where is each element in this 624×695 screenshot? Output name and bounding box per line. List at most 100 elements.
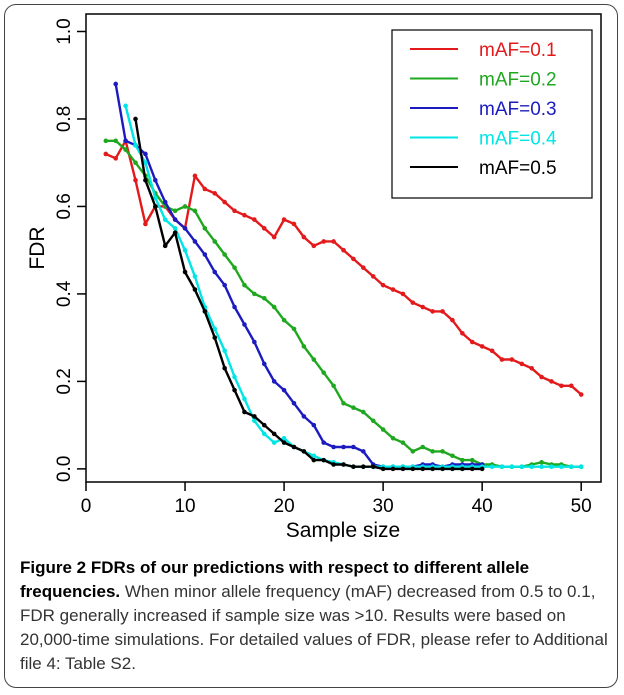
data-point [232,387,237,393]
data-point [331,444,336,450]
data-point [182,204,188,209]
data-point [222,252,227,257]
data-point [182,269,188,275]
data-point [212,239,218,244]
data-point [341,247,346,253]
data-point [212,326,218,332]
data-point [321,239,326,244]
data-point [252,291,257,297]
data-point [509,464,515,469]
data-point [331,383,336,389]
data-point [440,309,445,314]
data-point [321,440,326,445]
x-tick-label: 50 [571,496,592,517]
y-tick-label: 0.6 [54,193,75,219]
x-tick-label: 10 [174,496,195,517]
caption-lead: Figure 2 FDRs of our predictions with re… [20,558,530,601]
data-point [232,265,237,270]
data-point [400,291,406,297]
data-point [410,449,416,454]
data-point [133,160,138,166]
fdr-line-chart: 0 10 20 30 40 50 0.00.20.40.60.81.0 mAF=0.1mA… [26,13,602,542]
data-point [222,199,227,205]
x-tick-label: 0 [81,496,92,517]
legend-entry: mAF=0.4 [479,129,557,150]
data-point [430,309,435,314]
x-axis: 0 10 20 30 40 50 [81,482,592,517]
data-point [361,464,366,469]
data-point [559,464,564,469]
data-point [390,466,396,472]
data-point [549,464,554,469]
data-point [549,379,554,384]
data-point [469,339,475,345]
data-point [271,234,277,240]
data-point [420,304,426,310]
legend-entry: mAF=0.1 [479,40,557,61]
data-point [133,116,138,122]
data-point [519,361,525,367]
data-point [261,431,267,437]
data-point [489,464,495,469]
data-point [568,383,574,389]
data-point [261,361,267,367]
data-point [261,422,267,428]
data-point [341,400,346,406]
figure-caption: Figure 2 FDRs of our predictions with re… [20,556,610,676]
data-point [212,335,218,340]
y-axis: 0.0 0.2 0.4 0.6 0.8 1.0 [54,18,86,482]
data-point [479,466,485,472]
data-point [430,449,435,454]
data-point [192,274,198,279]
data-point [410,300,416,305]
data-point [450,453,455,459]
data-point [331,462,336,467]
data-point [321,370,326,375]
data-point [430,466,435,472]
data-point [559,383,564,389]
data-point [261,226,267,231]
data-point [361,409,366,415]
data-point [331,239,336,244]
data-point [192,287,198,292]
data-point [192,239,198,244]
data-point [529,464,534,469]
data-point [113,156,119,161]
data-point [301,344,307,349]
data-point [351,444,356,450]
data-point [370,418,376,424]
data-point [252,217,257,222]
x-tick-label: 30 [373,496,394,517]
data-point [509,357,515,362]
data-point [281,317,287,323]
legend-entry: mAF=0.3 [479,99,557,120]
x-tick-label: 20 [274,496,295,517]
data-point [291,326,297,332]
y-tick-label: 0.0 [54,456,75,482]
legend-box [391,29,593,199]
data-point [489,348,495,354]
data-point [578,464,584,469]
data-point [380,427,386,432]
data-point [123,138,128,144]
data-point [469,457,475,463]
data-point [539,464,544,469]
y-tick-label: 0.8 [54,106,75,132]
data-point [351,405,356,410]
data-point [281,217,287,222]
data-point [370,464,376,469]
data-point [222,348,227,354]
data-point [499,464,505,469]
data-point [311,357,317,362]
data-point [311,457,317,463]
data-point [242,409,247,415]
data-point [301,449,307,454]
plot-area-frame [85,13,602,483]
data-point [143,151,148,157]
data-point [351,256,356,262]
data-point [499,357,505,362]
data-point [123,147,128,152]
data-point [143,221,148,227]
data-point [341,462,346,467]
legend: mAF=0.1 mAF=0.2 mAF=0.3 mAF=0.4 mAF=0.5 [391,29,593,199]
